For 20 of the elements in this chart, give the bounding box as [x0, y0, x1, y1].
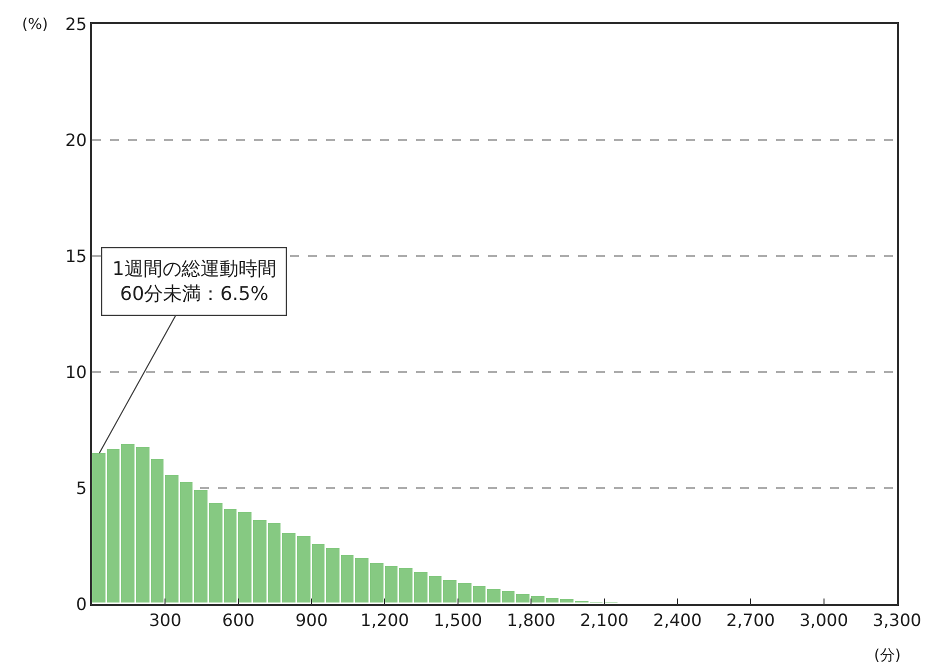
x-tick-label: 600	[222, 611, 255, 632]
y-tick-label: 25	[65, 14, 87, 35]
y-axis-title: (%)	[22, 15, 48, 33]
y-tick-label: 20	[65, 130, 87, 151]
y-tick-label: 5	[76, 478, 87, 499]
x-tick-label: 1,200	[360, 611, 410, 632]
annotation: 1週間の総運動時間 60分未満：6.5%	[112, 258, 276, 305]
x-tick-label: 1,500	[434, 611, 482, 632]
x-tick-label: 900	[295, 611, 328, 632]
y-tick-label: 10	[65, 362, 87, 383]
x-tick-label: 3,000	[799, 611, 848, 632]
x-tick-label: 2,400	[653, 611, 702, 632]
x-tick-label: 1,800	[506, 611, 556, 632]
y-tick-label: 0	[76, 594, 87, 615]
x-tick-label: 3,300	[872, 611, 922, 632]
x-tick-label: 300	[148, 611, 182, 632]
x-tick-label: 2,700	[726, 611, 775, 632]
x-tick-label: 2,100	[580, 611, 629, 632]
x-axis-title: (分)	[874, 646, 901, 664]
y-tick-label: 15	[65, 246, 87, 267]
